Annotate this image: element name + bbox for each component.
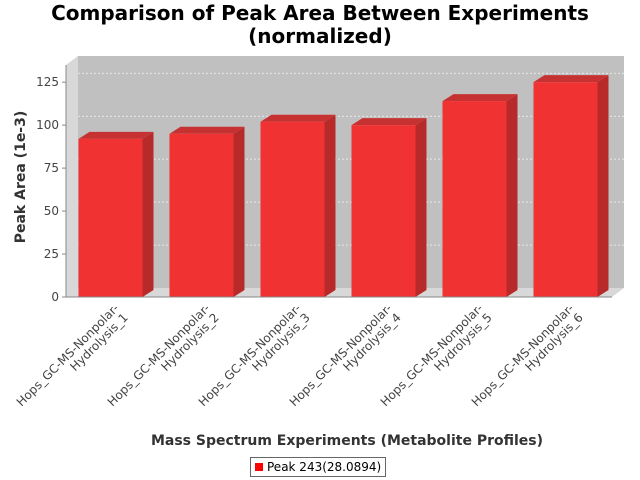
bar-front [442,101,507,297]
x-tick-label-line: Hops_GC-MS-Nonpolar- [14,301,122,409]
bar-top [533,75,609,83]
legend-entry-label: Peak 243(28.0894) [267,460,382,474]
y-tick-label: 0 [51,290,59,304]
plot-side-wall [66,56,78,297]
bar [442,94,518,297]
bars [78,75,609,298]
bar-front [169,133,234,297]
bar-front [351,125,416,297]
bar-side [142,131,154,297]
x-tick-labels: Hops_GC-MS-Nonpolar-Hydrolysis_1Hops_GC-… [14,301,586,409]
y-tick-label: 75 [44,161,59,175]
y-tick-label: 100 [36,118,59,132]
bar-side [415,118,427,297]
bar-top [260,114,336,122]
y-tick-label: 125 [36,75,59,89]
bar-side [506,94,518,297]
y-tick-label: 25 [44,247,59,261]
chart-title-line-2: (normalized) [248,24,392,48]
legend-swatch [255,463,263,471]
y-tick-labels: 0 25 50 75 100 125 [36,75,59,304]
bar-top [78,131,154,139]
chart-title-line-1: Comparison of Peak Area Between Experime… [51,1,589,25]
bar [169,126,245,297]
grid-lines [62,72,624,298]
bar-top [169,126,245,134]
bar-front [260,121,325,297]
x-axis-label: Mass Spectrum Experiments (Metabolite Pr… [151,433,543,449]
bar [351,118,427,297]
bar-front [533,82,598,298]
chart-title: Comparison of Peak Area Between Experime… [0,2,640,48]
bar [78,131,154,297]
bar-top [351,118,427,126]
bar-side [324,114,336,297]
bar [533,75,609,298]
y-axis-label: Peak Area (1e-3) [13,111,29,244]
bar-front [78,138,143,297]
bar-top [442,94,518,102]
legend: Peak 243(28.0894) [250,457,387,477]
y-tick-label: 50 [44,204,59,218]
axes [65,65,612,298]
bar [260,114,336,297]
bar-side [597,75,609,298]
bar-side [233,126,245,297]
